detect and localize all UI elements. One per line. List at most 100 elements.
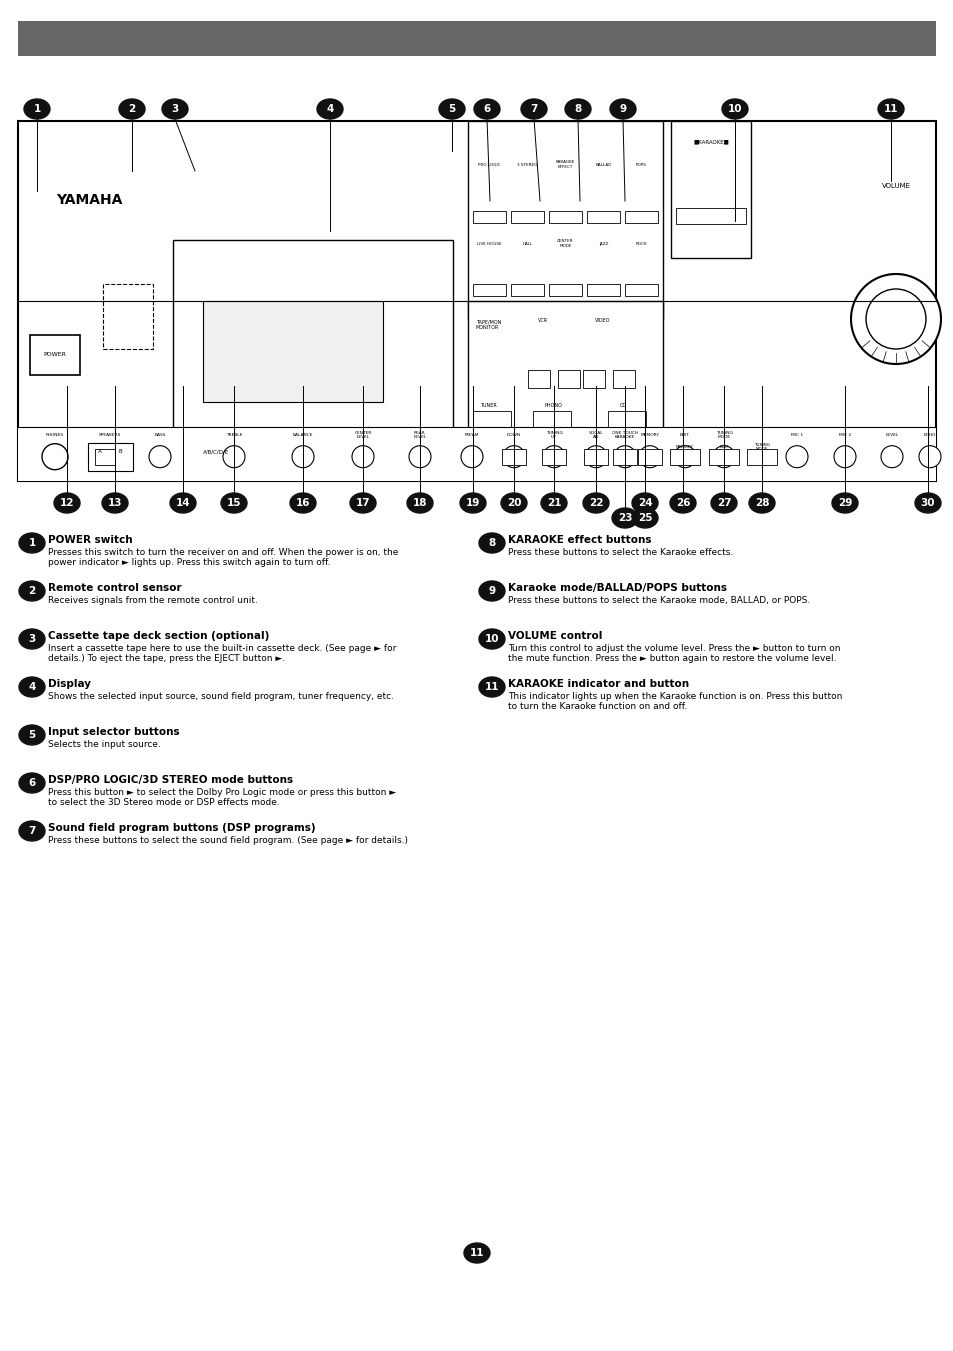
- Text: 6: 6: [29, 778, 35, 788]
- Ellipse shape: [463, 1243, 490, 1263]
- Text: Turn this control to adjust the volume level. Press the ► button to turn on
the : Turn this control to adjust the volume l…: [507, 644, 840, 663]
- Ellipse shape: [877, 99, 903, 119]
- Bar: [203, 301, 382, 401]
- Text: KARAOKE indicator and button: KARAOKE indicator and button: [507, 680, 688, 689]
- Bar: [103, 284, 152, 349]
- Circle shape: [149, 446, 171, 467]
- Text: VOCAL
AD: VOCAL AD: [588, 431, 602, 439]
- Text: PHONES: PHONES: [46, 434, 64, 438]
- Ellipse shape: [19, 677, 45, 697]
- Text: JAZZ: JAZZ: [598, 242, 608, 246]
- Ellipse shape: [19, 725, 45, 744]
- Text: Press these buttons to select the Karaoke effects.: Press these buttons to select the Karaok…: [507, 549, 733, 557]
- Bar: [708, 449, 739, 465]
- Text: Cassette tape deck section (optional): Cassette tape deck section (optional): [48, 631, 269, 640]
- Text: MIC 1: MIC 1: [790, 434, 802, 438]
- Circle shape: [850, 274, 940, 363]
- Ellipse shape: [19, 821, 45, 842]
- Text: 19: 19: [465, 499, 479, 508]
- Text: 22: 22: [588, 499, 602, 508]
- Text: Karaoke mode/BALLAD/POPS buttons: Karaoke mode/BALLAD/POPS buttons: [507, 584, 726, 593]
- Bar: [331, 453, 356, 462]
- Text: 30: 30: [920, 499, 934, 508]
- Ellipse shape: [102, 493, 128, 513]
- Text: REAR
LEVEL: REAR LEVEL: [413, 431, 426, 439]
- Text: EDIT: EDIT: [679, 434, 689, 438]
- Ellipse shape: [19, 581, 45, 601]
- Text: DSP/PRO LOGIC/3D STEREO mode buttons: DSP/PRO LOGIC/3D STEREO mode buttons: [48, 775, 293, 785]
- Text: PHONO: PHONO: [543, 403, 561, 408]
- Ellipse shape: [19, 630, 45, 648]
- Text: A: A: [98, 449, 102, 454]
- Circle shape: [880, 446, 902, 467]
- Text: 29: 29: [837, 499, 851, 508]
- Bar: [583, 449, 607, 465]
- Ellipse shape: [478, 581, 504, 601]
- Text: 6: 6: [483, 104, 490, 113]
- Text: EDIT: EDIT: [719, 444, 728, 449]
- Bar: [582, 370, 604, 388]
- Text: 10: 10: [727, 104, 741, 113]
- Ellipse shape: [474, 99, 499, 119]
- Text: HALL: HALL: [521, 242, 532, 246]
- Text: Press these buttons to select the Karaoke mode, BALLAD, or POPS.: Press these buttons to select the Karaok…: [507, 596, 809, 605]
- Text: CENTER
LEVEL: CENTER LEVEL: [354, 431, 372, 439]
- Ellipse shape: [290, 493, 315, 513]
- Text: VOLUME: VOLUME: [881, 182, 909, 189]
- Text: 1: 1: [29, 538, 35, 549]
- Text: B: B: [118, 449, 122, 454]
- Bar: [638, 449, 661, 465]
- Text: 11: 11: [484, 682, 498, 692]
- Circle shape: [292, 446, 314, 467]
- Text: TUNING
MODE: TUNING MODE: [715, 431, 732, 439]
- Ellipse shape: [631, 508, 658, 528]
- Ellipse shape: [438, 99, 464, 119]
- Text: ROCK: ROCK: [635, 242, 647, 246]
- Text: Presses this switch to turn the receiver on and off. When the power is on, the
p: Presses this switch to turn the receiver…: [48, 549, 398, 567]
- Text: Receives signals from the remote control unit.: Receives signals from the remote control…: [48, 596, 257, 605]
- Circle shape: [712, 446, 734, 467]
- Bar: [586, 284, 619, 296]
- Circle shape: [99, 446, 121, 467]
- Bar: [473, 211, 505, 223]
- Circle shape: [639, 446, 660, 467]
- Text: 21: 21: [546, 499, 560, 508]
- Text: 7: 7: [29, 825, 35, 836]
- Bar: [468, 122, 662, 319]
- Bar: [234, 453, 261, 462]
- Bar: [548, 211, 581, 223]
- Bar: [527, 370, 550, 388]
- Text: CD: CD: [618, 403, 626, 408]
- Text: BALANCE: BALANCE: [293, 434, 313, 438]
- Circle shape: [584, 446, 606, 467]
- Ellipse shape: [24, 99, 50, 119]
- Bar: [501, 449, 525, 465]
- Text: Selects the input source.: Selects the input source.: [48, 740, 161, 748]
- Text: 5: 5: [29, 730, 35, 740]
- Text: LEVEL: LEVEL: [884, 434, 898, 438]
- Text: TREBLE: TREBLE: [226, 434, 242, 438]
- Text: POWER switch: POWER switch: [48, 535, 132, 544]
- Text: Sound field program buttons (DSP programs): Sound field program buttons (DSP program…: [48, 823, 315, 834]
- Circle shape: [785, 446, 807, 467]
- Ellipse shape: [350, 493, 375, 513]
- Bar: [88, 443, 132, 470]
- Text: LIVE HOUSE: LIVE HOUSE: [476, 242, 501, 246]
- Ellipse shape: [582, 493, 608, 513]
- Ellipse shape: [831, 493, 857, 513]
- Text: 11: 11: [882, 104, 898, 113]
- Text: 3: 3: [172, 104, 178, 113]
- Text: Display: Display: [48, 680, 91, 689]
- Text: Remote control sensor: Remote control sensor: [48, 584, 181, 593]
- Ellipse shape: [478, 630, 504, 648]
- Bar: [548, 284, 581, 296]
- Ellipse shape: [748, 493, 774, 513]
- Text: 27: 27: [716, 499, 731, 508]
- Ellipse shape: [669, 493, 696, 513]
- Bar: [363, 453, 389, 462]
- Bar: [18, 22, 935, 55]
- Text: 16: 16: [295, 499, 310, 508]
- Text: VIDEO: VIDEO: [595, 317, 610, 323]
- Circle shape: [502, 446, 524, 467]
- Ellipse shape: [914, 493, 940, 513]
